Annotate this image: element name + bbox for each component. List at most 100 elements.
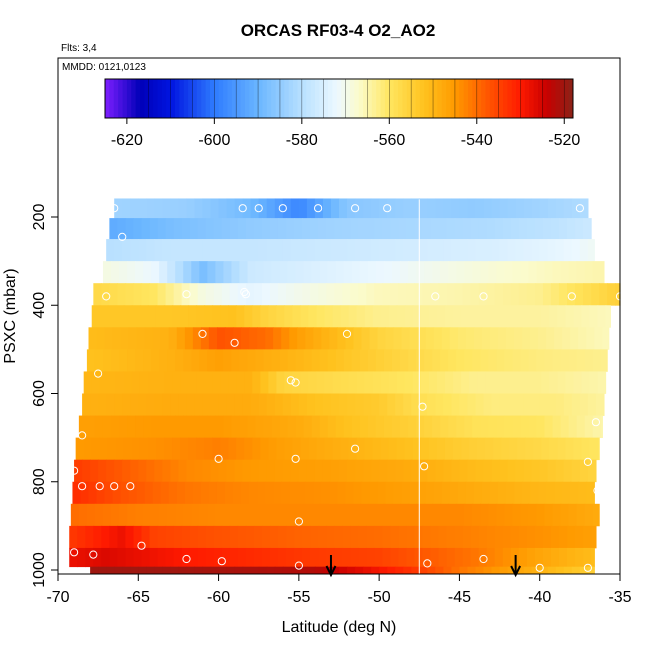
heatmap-cell — [510, 283, 520, 306]
sample-point — [593, 486, 602, 495]
heatmap-cell — [136, 327, 146, 350]
heatmap-cell — [131, 305, 141, 328]
heatmap-cell — [192, 481, 202, 505]
heatmap-row — [83, 371, 607, 394]
heatmap-cell — [114, 198, 123, 219]
heatmap-cell — [406, 218, 416, 240]
heatmap-cell — [522, 327, 531, 350]
heatmap-cell — [530, 481, 539, 505]
sample-point — [591, 418, 601, 427]
colorbar-swatch — [113, 79, 119, 118]
sample-point — [137, 541, 146, 550]
heatmap-cell — [414, 218, 424, 240]
heatmap-cell — [168, 481, 178, 505]
colorbar-swatch — [468, 79, 473, 118]
heatmap-cell — [422, 283, 432, 306]
heatmap-cell — [398, 283, 408, 306]
heatmap-cell — [457, 481, 467, 505]
heatmap-cell — [390, 218, 400, 240]
heatmap-cell — [155, 305, 165, 328]
heatmap-cell — [282, 459, 292, 483]
heatmap-cell — [340, 437, 350, 461]
heatmap-cell — [534, 283, 544, 306]
y-axis: 200 400 600 800 1000 — [31, 204, 58, 588]
heatmap-cell — [483, 459, 493, 483]
colorbar-swatch — [284, 79, 290, 118]
heatmap-cell — [221, 218, 231, 240]
heatmap-cell — [212, 437, 221, 461]
heatmap-cell — [350, 525, 359, 549]
sample-point — [182, 554, 191, 564]
heatmap-cell — [247, 503, 257, 527]
colorbar-swatch — [568, 79, 574, 118]
heatmap-cell — [244, 305, 253, 328]
heatmap-cell — [518, 525, 528, 549]
heatmap-cell — [488, 349, 497, 372]
heatmap-cell — [502, 218, 512, 240]
heatmap-cell — [128, 481, 138, 505]
heatmap-cell — [483, 239, 493, 262]
heatmap-cell — [436, 437, 446, 461]
heatmap-cell — [539, 459, 549, 483]
heatmap-cell — [396, 305, 406, 328]
heatmap-cell — [523, 239, 533, 262]
heatmap-cell — [599, 283, 608, 306]
heatmap-cell — [406, 283, 416, 306]
heatmap-cell — [390, 283, 400, 306]
colorbar-swatch — [332, 79, 338, 118]
heatmap-cell — [316, 437, 326, 461]
heatmap-cell — [481, 327, 491, 350]
heatmap-cell — [165, 525, 175, 549]
heatmap-cell — [213, 525, 223, 549]
heatmap-cell — [366, 547, 375, 568]
sample-point — [217, 557, 226, 566]
heatmap-cell — [358, 218, 367, 240]
heatmap-cell — [210, 393, 220, 416]
heatmap-cell — [138, 198, 147, 219]
heatmap-cell — [295, 349, 305, 372]
heatmap-cell — [526, 525, 536, 549]
heatmap-cell — [517, 305, 526, 328]
colorbar-swatch — [122, 79, 128, 118]
x-tick-label: -45 — [448, 589, 471, 606]
heatmap-cell — [96, 481, 106, 505]
heatmap-cell — [72, 481, 82, 505]
heatmap-cell — [305, 481, 314, 505]
heatmap-cell — [436, 371, 446, 394]
heatmap-cell — [329, 481, 338, 505]
heatmap-cell — [127, 503, 136, 527]
heatmap-cell — [391, 415, 401, 439]
heatmap-cell — [210, 459, 220, 483]
heatmap-cell — [252, 305, 261, 328]
heatmap-cell — [396, 437, 406, 461]
colorbar-swatch — [551, 79, 556, 118]
heatmap-cell — [220, 437, 229, 461]
colorbar-swatch — [227, 79, 233, 118]
heatmap-cell — [122, 459, 131, 483]
colorbar-tick-label: -560 — [373, 132, 405, 149]
heatmap-cell — [199, 349, 208, 372]
heatmap-cell — [544, 503, 554, 527]
x-tick-label: -40 — [528, 589, 551, 606]
heatmap-cell — [347, 393, 356, 416]
colorbar-swatch — [218, 79, 224, 118]
heatmap-cell — [306, 459, 316, 483]
sample-point — [479, 554, 488, 564]
heatmap-cell — [172, 371, 181, 394]
heatmap-cell — [382, 547, 391, 568]
colorbar-swatch — [306, 79, 312, 118]
heatmap-cell — [351, 261, 361, 284]
heatmap-cell — [311, 261, 321, 284]
colorbar-swatch — [310, 79, 316, 118]
x-tick-label: -60 — [207, 589, 230, 606]
heatmap-cell — [363, 459, 372, 483]
heatmap-cell — [416, 261, 425, 284]
heatmap-cell — [398, 218, 408, 240]
heatmap-cell — [157, 283, 167, 306]
heatmap-cell — [491, 566, 501, 575]
heatmap-cell — [454, 525, 464, 549]
heatmap-cell — [411, 198, 420, 219]
heatmap-cell — [396, 371, 406, 394]
heatmap-cell — [567, 283, 576, 306]
heatmap-cell — [371, 566, 380, 575]
